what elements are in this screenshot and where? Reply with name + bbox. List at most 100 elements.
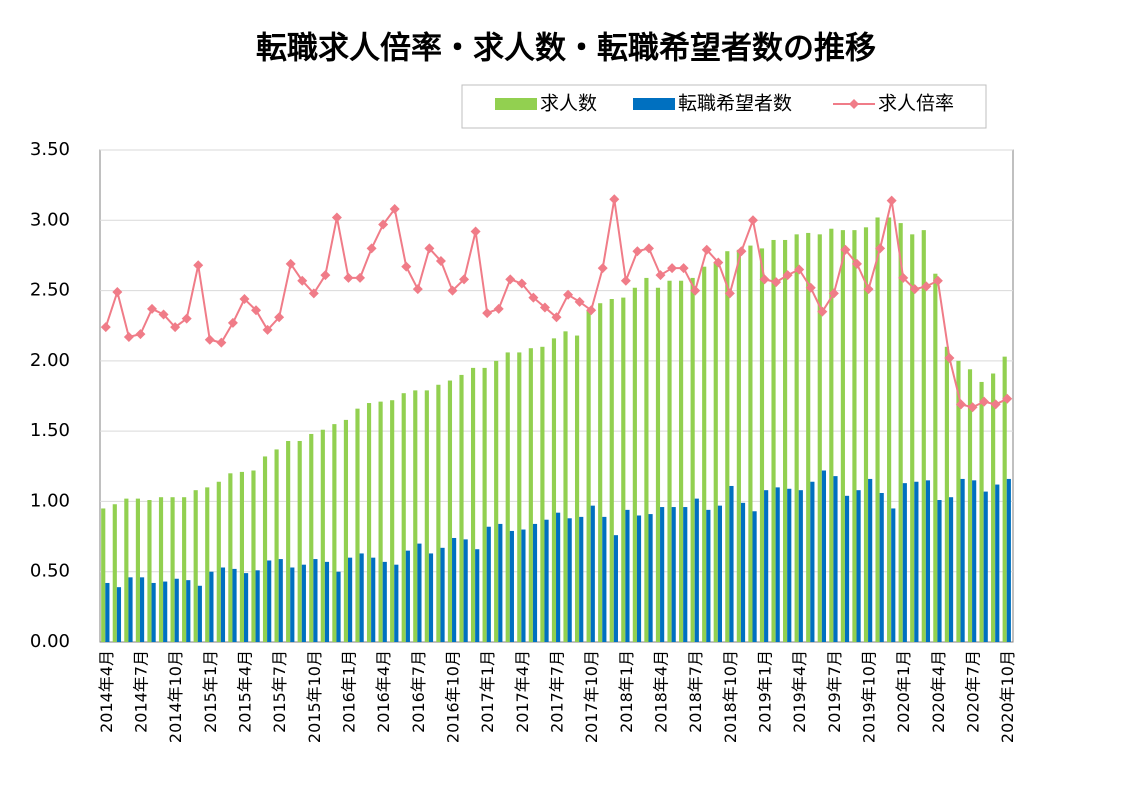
marker [262,324,273,335]
marker [771,277,782,288]
x-tick-label: 2017年7月 [548,650,567,733]
bar [556,512,561,642]
marker [563,289,574,300]
bar [852,230,857,642]
bar [544,519,549,642]
x-tick-label: 2016年4月 [374,650,393,733]
bar [170,497,175,642]
marker [643,243,654,254]
bar [771,239,776,643]
bar [840,230,845,642]
bar [313,559,318,642]
bar [810,481,815,642]
bar [856,490,861,642]
bar [405,550,410,642]
x-tick-label: 2020年4月 [929,650,948,733]
y-tick-label: 1.50 [30,420,70,441]
bar [833,476,838,642]
x-tick-label: 2015年7月 [270,650,289,733]
bar [135,498,140,642]
bar [505,352,510,642]
marker [979,396,990,407]
bar [540,346,545,642]
bar [829,228,834,642]
bar [586,310,591,642]
bar [366,403,372,642]
bar [798,490,803,642]
x-tick-label: 2018年7月 [686,650,705,733]
marker [401,261,412,272]
marker [123,331,134,342]
marker [366,243,377,254]
marker [736,246,747,257]
y-tick-label: 1.00 [30,490,70,511]
bar [759,248,765,642]
bar [764,490,769,642]
marker [482,308,493,319]
bar [679,280,684,642]
bar [401,393,406,642]
marker [274,312,285,323]
bar [158,497,164,642]
bar [613,535,618,642]
marker [516,278,527,289]
bar [297,440,302,642]
bar [995,484,1000,642]
bar [440,547,445,642]
bar [609,299,614,642]
y-tick-label: 2.50 [30,280,70,301]
bar [690,277,695,642]
legend-swatch [849,99,859,109]
legend-swatch [633,98,675,110]
bar [740,502,746,642]
bar [621,297,626,642]
bar [209,571,214,642]
bar [590,505,595,642]
bar [636,515,642,642]
bar [163,581,168,642]
bar [517,352,522,642]
bar [625,509,630,642]
bar [644,277,649,642]
bar [567,518,572,642]
bar [683,507,688,642]
bar [933,273,938,642]
marker [551,312,562,323]
marker [204,334,215,345]
bar [563,331,568,642]
marker [158,309,169,320]
bar [232,568,237,642]
marker [690,285,701,296]
bar [844,495,850,642]
y-tick-label: 2.00 [30,350,70,371]
bar [972,480,977,642]
marker [378,219,389,230]
x-tick-label: 2019年7月 [825,650,844,733]
marker [285,258,296,269]
marker [493,303,504,314]
x-tick-label: 2014年10月 [166,650,185,743]
bar [494,360,499,642]
bar [262,456,268,642]
bar [925,480,931,642]
marker [170,322,181,333]
bar [752,511,757,642]
marker [389,204,400,215]
bar [394,564,399,642]
bar [286,440,291,642]
marker [921,281,932,292]
bar [967,369,973,642]
x-tick-label: 2020年10月 [998,650,1017,743]
bar [671,507,676,642]
x-tick-label: 2014年4月 [97,650,116,733]
bar [655,287,661,642]
bar [979,381,984,642]
bar [452,537,457,642]
bar [324,561,330,642]
bar [475,549,480,642]
bar [983,491,988,642]
x-tick-label: 2020年1月 [894,650,913,733]
bar [267,560,272,642]
x-tick-label: 2017年4月 [513,650,532,733]
x-tick-label: 2015年10月 [305,650,324,743]
